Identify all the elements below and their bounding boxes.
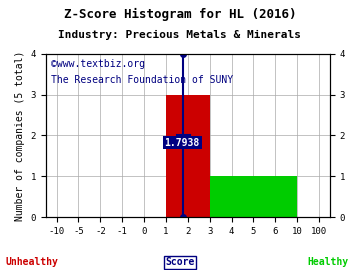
Text: ©www.textbiz.org: ©www.textbiz.org — [51, 59, 145, 69]
Text: Healthy: Healthy — [307, 257, 348, 267]
Text: Industry: Precious Metals & Minerals: Industry: Precious Metals & Minerals — [58, 30, 302, 40]
Text: Z-Score Histogram for HL (2016): Z-Score Histogram for HL (2016) — [64, 8, 296, 21]
Bar — [166, 94, 210, 217]
Y-axis label: Number of companies (5 total): Number of companies (5 total) — [15, 50, 25, 221]
Text: The Research Foundation of SUNY: The Research Foundation of SUNY — [51, 75, 234, 85]
Bar — [210, 176, 297, 217]
Text: Unhealthy: Unhealthy — [6, 257, 59, 267]
Text: Score: Score — [165, 257, 195, 267]
Text: 1.7938: 1.7938 — [165, 137, 200, 147]
